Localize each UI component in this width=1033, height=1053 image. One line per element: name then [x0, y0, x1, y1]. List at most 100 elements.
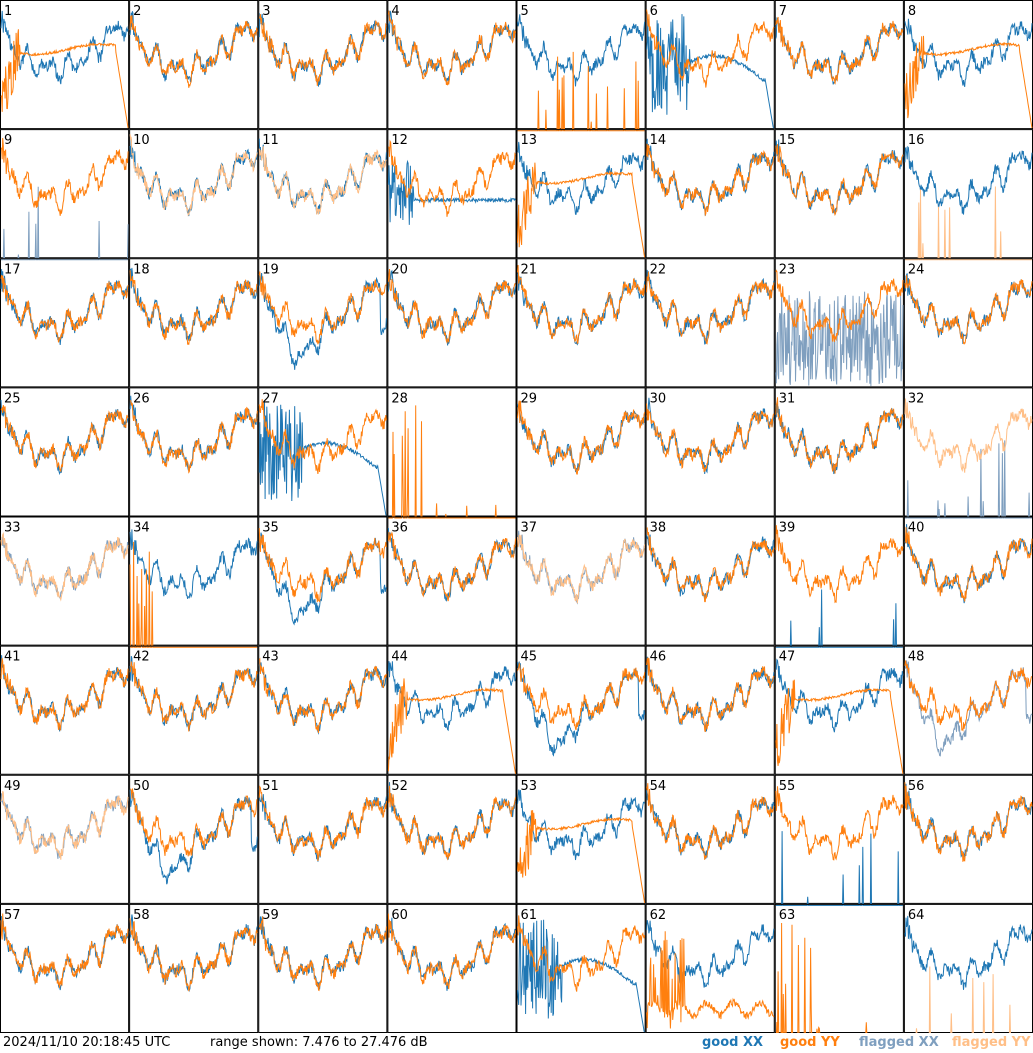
panel-frame: [0, 258, 130, 388]
panel-frame: [516, 774, 646, 904]
series-yy-good: [1, 137, 129, 216]
series-yy-good: [0, 275, 129, 343]
series-xx-good: [0, 269, 129, 345]
series-yy-good: [129, 788, 258, 857]
panel-28: 28: [387, 387, 517, 519]
range-text: range shown: 7.476 to 27.476 dB: [210, 1035, 428, 1050]
panel-number: 48: [908, 650, 925, 665]
series-xx-good: [904, 783, 1032, 858]
series-yy-good: [517, 915, 646, 992]
series-yy-good: [517, 162, 646, 258]
panel-number: 28: [391, 391, 408, 406]
panel-number: 49: [4, 779, 21, 794]
legend-flagged-yy: flagged YY: [952, 1035, 1031, 1050]
panel-number: 42: [133, 650, 150, 665]
panel-frame: [129, 258, 259, 388]
series-xx-flagged: [904, 440, 1032, 519]
series-yy-good: [0, 913, 129, 988]
series-yy-good: [258, 916, 387, 992]
series-yy-good: [129, 15, 258, 88]
series-yy-good: [646, 656, 775, 733]
series-yy-good: [0, 658, 129, 731]
series-xx-good: [517, 919, 646, 1033]
series-yy-good: [904, 782, 1033, 862]
panel-36: 36: [387, 516, 517, 646]
panel-number: 26: [133, 391, 150, 406]
series-yy-flagged: [904, 186, 1032, 261]
series-yy-good: [387, 10, 516, 86]
panel-31: 31: [774, 387, 904, 517]
panel-20: 20: [387, 258, 517, 388]
panel-40: 40: [903, 516, 1033, 646]
series-yy-flagged: [0, 790, 129, 860]
panel-frame: [0, 516, 130, 646]
panel-1: 1: [0, 0, 130, 130]
series-yy-good: [0, 405, 129, 473]
panel-number: 14: [650, 133, 667, 148]
panel-frame: [774, 258, 904, 388]
panel-frame: [645, 258, 775, 388]
series-yy-flagged: [915, 966, 1011, 1033]
panel-61: 61: [516, 903, 646, 1033]
panel-60: 60: [387, 903, 517, 1033]
panel-63: 63: [774, 903, 904, 1033]
series-yy-good: [775, 922, 868, 1033]
panel-frame: [0, 645, 130, 775]
panel-47: 47: [774, 645, 904, 775]
series-xx-good: [517, 14, 646, 87]
series-xx-good: [775, 589, 903, 648]
series-xx-good: [646, 790, 775, 859]
series-yy-good: [517, 51, 645, 132]
panel-13: 13: [516, 129, 646, 259]
panel-43: 43: [258, 645, 388, 775]
panel-frame: [516, 645, 646, 775]
panel-22: 22: [645, 258, 775, 388]
series-yy-good: [258, 657, 387, 734]
panel-46: 46: [645, 645, 775, 775]
series-yy-good: [517, 810, 646, 903]
panel-49: 49: [0, 774, 130, 904]
panel-frame: [387, 516, 517, 646]
series-yy-good: [517, 400, 646, 475]
timestamp: 2024/11/10 20:18:45 UTC: [3, 1035, 171, 1050]
series-yy-good: [775, 397, 904, 474]
panel-frame: [387, 645, 517, 775]
panel-7: 7: [774, 0, 904, 130]
panel-frame: [129, 0, 259, 130]
panel-21: 21: [516, 258, 646, 388]
series-xx-good: [775, 658, 904, 733]
series-yy-good: [775, 16, 904, 85]
panel-frame: [645, 645, 775, 775]
series-xx-good: [904, 915, 1033, 990]
panel-number: 17: [4, 262, 21, 277]
panel-frame: [516, 0, 646, 130]
panel-52: 52: [387, 774, 517, 904]
panel-number: 61: [521, 908, 538, 923]
panel-frame: [516, 258, 646, 388]
series-xx-good: [129, 267, 258, 342]
panel-number: 52: [391, 779, 408, 794]
series-xx-good: [387, 527, 516, 602]
series-yy-good: [775, 679, 904, 774]
panel-39: 39: [774, 516, 904, 648]
series-yy-good: [129, 399, 258, 474]
panel-50: 50: [129, 774, 259, 904]
panel-56: 56: [903, 774, 1033, 904]
panel-frame: [0, 774, 130, 904]
panel-45: 45: [516, 645, 646, 775]
series-xx-good: [387, 269, 516, 346]
panel-number: 59: [262, 908, 279, 923]
series-xx-good: [387, 661, 516, 732]
panel-number: 34: [133, 521, 150, 536]
series-yy-good: [775, 525, 904, 604]
panel-number: 2: [133, 4, 141, 19]
panel-frame: [258, 258, 388, 388]
series-xx-good: [646, 269, 775, 345]
series-xx-good: [387, 782, 516, 860]
series-xx-good: [129, 529, 258, 599]
panel-number: 55: [779, 779, 796, 794]
panel-25: 25: [0, 387, 130, 517]
panel-27: 27: [258, 387, 388, 517]
series-yy-good: [387, 678, 516, 774]
panel-frame: [0, 0, 130, 130]
